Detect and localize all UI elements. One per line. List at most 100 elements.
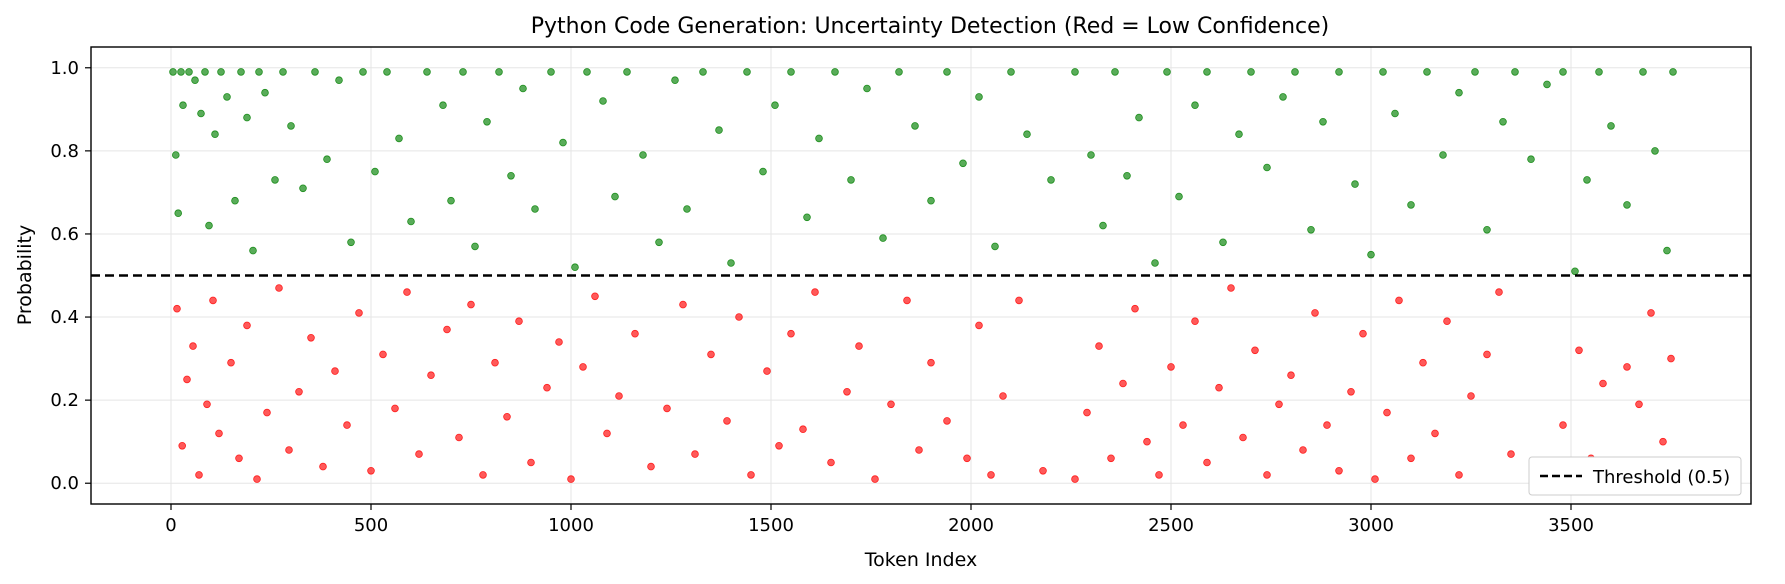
high-confidence-point bbox=[847, 176, 855, 184]
high-confidence-point bbox=[531, 205, 539, 213]
high-confidence-point bbox=[1135, 113, 1143, 122]
low-confidence-point bbox=[763, 367, 771, 375]
high-confidence-point bbox=[771, 101, 779, 109]
high-confidence-point bbox=[1279, 93, 1287, 101]
y-tick-label: 0.4 bbox=[50, 307, 79, 328]
low-confidence-point bbox=[1287, 371, 1295, 380]
high-confidence-point bbox=[1175, 192, 1183, 201]
low-confidence-point bbox=[183, 375, 191, 384]
x-tick-label: 0 bbox=[165, 515, 176, 536]
high-confidence-point bbox=[1007, 68, 1015, 76]
low-confidence-point bbox=[647, 462, 655, 471]
low-confidence-point bbox=[215, 429, 223, 438]
low-confidence-point bbox=[319, 462, 327, 471]
high-confidence-point bbox=[217, 68, 225, 76]
low-confidence-point bbox=[735, 313, 743, 321]
high-confidence-point bbox=[1263, 163, 1271, 172]
low-confidence-point bbox=[1443, 317, 1451, 326]
low-confidence-point bbox=[1455, 471, 1463, 479]
high-confidence-point bbox=[927, 196, 935, 205]
low-confidence-point bbox=[1215, 383, 1223, 392]
low-confidence-point bbox=[1107, 454, 1115, 463]
low-confidence-point bbox=[915, 446, 923, 454]
low-confidence-point bbox=[1467, 392, 1475, 400]
low-confidence-point bbox=[1575, 346, 1583, 355]
low-confidence-point bbox=[343, 421, 351, 429]
high-confidence-point bbox=[1219, 238, 1227, 247]
y-tick-label: 1.0 bbox=[50, 58, 79, 79]
high-confidence-point bbox=[1163, 68, 1171, 76]
high-confidence-point bbox=[205, 221, 213, 230]
high-confidence-point bbox=[1511, 68, 1519, 76]
low-confidence-point bbox=[799, 425, 807, 434]
high-confidence-point bbox=[743, 68, 751, 76]
x-tick-label: 2500 bbox=[1148, 515, 1194, 536]
high-confidence-point bbox=[197, 109, 205, 118]
high-confidence-point bbox=[787, 68, 795, 76]
high-confidence-point bbox=[447, 196, 455, 205]
legend: Threshold (0.5) bbox=[1528, 456, 1742, 496]
low-confidence-point bbox=[1179, 421, 1187, 429]
high-confidence-point bbox=[1471, 68, 1479, 76]
low-confidence-point bbox=[391, 404, 399, 413]
high-confidence-point bbox=[959, 159, 967, 168]
high-confidence-point bbox=[1023, 130, 1031, 139]
high-confidence-point bbox=[1571, 267, 1579, 276]
high-confidence-point bbox=[727, 259, 735, 267]
high-confidence-point bbox=[201, 68, 209, 76]
high-confidence-point bbox=[895, 68, 903, 76]
low-confidence-point bbox=[691, 450, 699, 458]
high-confidence-point bbox=[172, 151, 180, 159]
high-confidence-point bbox=[439, 101, 447, 109]
plot-area-frame bbox=[90, 46, 1752, 505]
low-confidence-point bbox=[307, 333, 315, 342]
low-confidence-point bbox=[1323, 421, 1331, 429]
low-confidence-point bbox=[843, 387, 851, 396]
high-confidence-point bbox=[1235, 130, 1243, 139]
low-confidence-point bbox=[1347, 387, 1355, 396]
low-confidence-point bbox=[871, 475, 879, 483]
high-confidence-point bbox=[519, 84, 527, 93]
x-tick-label: 1000 bbox=[548, 515, 594, 536]
low-confidence-point bbox=[855, 342, 863, 350]
high-confidence-point bbox=[1291, 68, 1299, 76]
high-confidence-point bbox=[759, 167, 767, 176]
low-confidence-point bbox=[663, 404, 671, 413]
high-confidence-point bbox=[715, 126, 723, 134]
low-confidence-point bbox=[1143, 437, 1151, 446]
low-confidence-point bbox=[491, 358, 499, 367]
high-confidence-point bbox=[249, 246, 257, 255]
low-confidence-point bbox=[367, 466, 375, 475]
high-confidence-point bbox=[1111, 68, 1119, 76]
high-confidence-point bbox=[1379, 68, 1387, 76]
high-confidence-point bbox=[1543, 80, 1551, 89]
low-confidence-point bbox=[443, 325, 451, 334]
low-confidence-point bbox=[1191, 317, 1199, 326]
low-confidence-point bbox=[503, 412, 511, 421]
low-confidence-point bbox=[235, 454, 243, 463]
high-confidence-point bbox=[571, 263, 579, 272]
low-confidence-point bbox=[787, 329, 795, 338]
high-confidence-point bbox=[1123, 172, 1131, 180]
high-confidence-point bbox=[1391, 109, 1399, 118]
high-confidence-point bbox=[975, 93, 983, 101]
high-confidence-point bbox=[1247, 68, 1255, 76]
high-confidence-point bbox=[583, 68, 591, 76]
high-confidence-point bbox=[1335, 68, 1343, 76]
low-confidence-point bbox=[203, 400, 211, 409]
low-confidence-point bbox=[1015, 296, 1023, 305]
high-confidence-point bbox=[261, 88, 269, 97]
high-confidence-point bbox=[911, 122, 919, 130]
low-confidence-point bbox=[1335, 466, 1343, 475]
low-confidence-point bbox=[527, 458, 535, 467]
high-confidence-point bbox=[831, 68, 839, 76]
high-confidence-point bbox=[471, 242, 479, 251]
high-confidence-point bbox=[611, 192, 619, 201]
high-confidence-point bbox=[459, 68, 467, 76]
low-confidence-point bbox=[975, 321, 983, 330]
high-confidence-point bbox=[1607, 122, 1615, 130]
high-confidence-point bbox=[1203, 68, 1211, 76]
low-confidence-point bbox=[209, 296, 217, 305]
low-confidence-point bbox=[631, 329, 639, 338]
low-confidence-point bbox=[1407, 454, 1415, 463]
